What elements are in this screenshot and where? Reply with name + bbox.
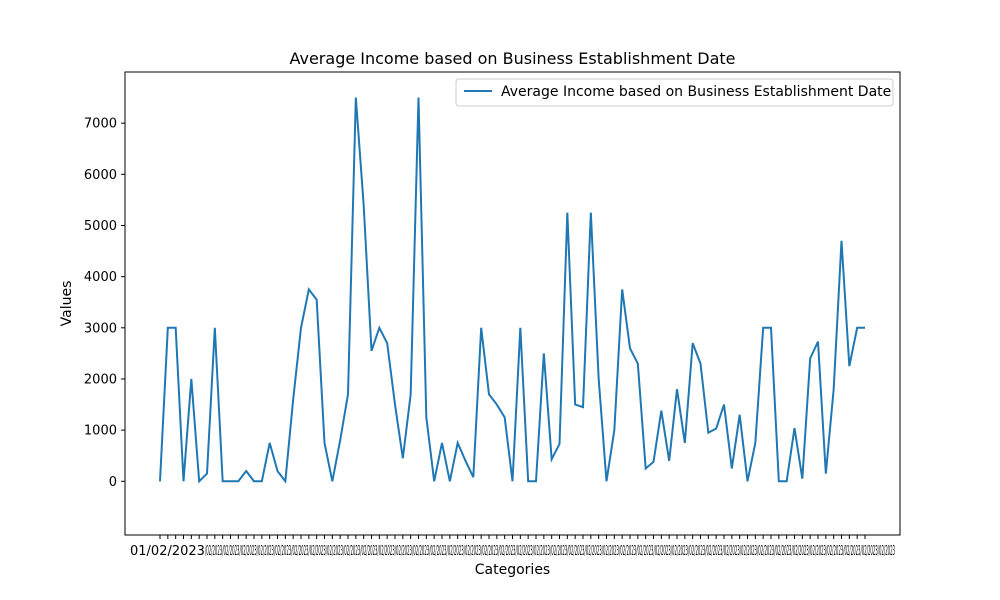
- x-tick-label: 01/02/2023: [130, 544, 205, 559]
- y-tick-label: 5000: [84, 219, 117, 234]
- legend: Average Income based on Business Establi…: [455, 78, 894, 107]
- y-axis-ticks: 0 1000 2000 3000 4000 5000 6000 7000: [84, 117, 125, 490]
- y-tick-label: 0: [109, 475, 117, 490]
- y-tick-label: 2000: [84, 372, 117, 387]
- y-axis-label: Values: [59, 281, 75, 327]
- series-line: [159, 97, 865, 484]
- legend-box: [455, 78, 894, 107]
- y-tick-label: 6000: [84, 168, 117, 183]
- y-tick-label: 1000: [84, 424, 117, 439]
- x-tick-label-overlap: /02/2023/02/2023/02/2023/02/2023/02/2023…: [205, 544, 895, 559]
- plot-area: [125, 72, 900, 535]
- chart-title: Average Income based on Business Establi…: [289, 49, 735, 68]
- x-axis-label: Categories: [475, 562, 550, 578]
- y-tick-label: 4000: [84, 270, 117, 285]
- y-tick-label: 7000: [84, 117, 117, 132]
- x-axis-ticks: 01/02/2023/02/2023/02/2023/02/2023/02/20…: [130, 535, 895, 559]
- y-tick-label: 3000: [84, 321, 117, 336]
- legend-label: Average Income based on Business Establi…: [501, 84, 891, 100]
- plot-frame: [124, 71, 901, 536]
